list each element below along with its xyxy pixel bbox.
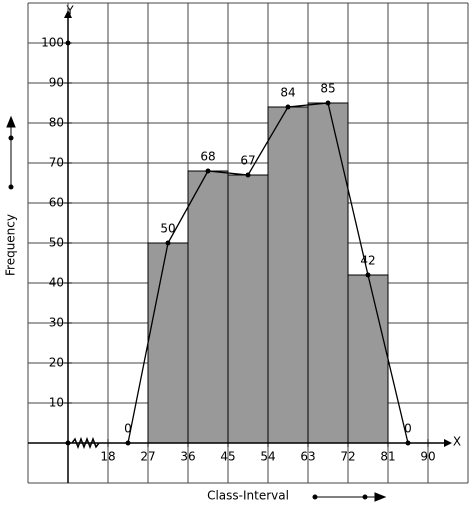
x-tick-label: 72 — [340, 450, 355, 464]
y-tick-label: 10 — [49, 396, 64, 410]
y-tick-label: 40 — [49, 276, 64, 290]
data-label: 0 — [124, 422, 132, 436]
polygon-point — [365, 272, 371, 278]
data-label: 84 — [280, 86, 295, 100]
y-tick-label: 30 — [49, 316, 64, 330]
bar — [187, 170, 229, 444]
bar — [347, 274, 389, 444]
axis-break — [71, 436, 100, 450]
polygon-point — [245, 172, 251, 178]
y-tick-label: 20 — [49, 356, 64, 370]
data-label: 67 — [240, 154, 255, 168]
polygon-point — [165, 240, 171, 246]
data-label: 50 — [160, 222, 175, 236]
data-label: 0 — [404, 422, 412, 436]
x-tick-label: 27 — [140, 450, 155, 464]
y-tick-label: 70 — [49, 156, 64, 170]
origin-dot — [65, 440, 71, 446]
polygon-point — [325, 100, 331, 106]
x-tick-label: 54 — [260, 450, 275, 464]
x-tick-label: 18 — [100, 450, 115, 464]
y-tick-label: 90 — [49, 76, 64, 90]
x-axis-label: Class-Interval — [207, 489, 289, 503]
polygon-point — [405, 440, 411, 446]
frequency-polygon — [127, 102, 409, 444]
polygon-point — [205, 168, 211, 174]
x-axis-arrow — [444, 439, 452, 447]
y-axis-label: Frequency — [4, 214, 18, 276]
y-tick-label: 100 — [41, 36, 64, 50]
bar — [307, 102, 349, 444]
direction-arrows — [6, 115, 387, 502]
polygon-point — [125, 440, 131, 446]
x-tick-label: 45 — [220, 450, 235, 464]
y-tick-label: 60 — [49, 196, 64, 210]
data-label: 68 — [200, 150, 215, 164]
y-axis-name: Y — [65, 4, 74, 18]
x-tick-label: 63 — [300, 450, 315, 464]
y-tick-label: 80 — [49, 116, 64, 130]
bar — [267, 106, 309, 444]
x-tick-label: 90 — [420, 450, 435, 464]
x-tick-label: 81 — [380, 450, 395, 464]
polygon-point — [285, 104, 291, 110]
bar — [147, 242, 189, 444]
data-label: 85 — [320, 82, 335, 96]
y-axis-arrow — [64, 10, 72, 18]
x-axis-name: X — [453, 435, 461, 449]
bar — [227, 174, 269, 444]
data-label: 42 — [360, 254, 375, 268]
y-tick-label: 50 — [49, 236, 64, 250]
x-tick-label: 36 — [180, 450, 195, 464]
